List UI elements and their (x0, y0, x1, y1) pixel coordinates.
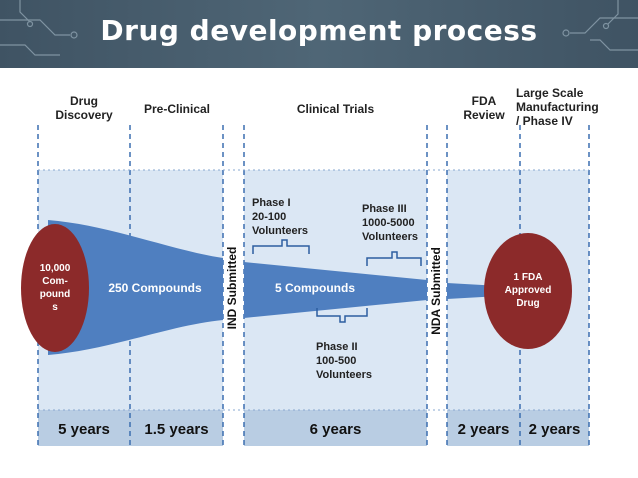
footer-review (447, 410, 589, 446)
phase1-note: Phase I 20-100 Volunteers (252, 197, 309, 237)
duration-clinical: 6 years (309, 421, 362, 438)
phase1-bracket (252, 239, 310, 254)
approved-drug-label: 1 FDA Approved Drug (504, 272, 552, 309)
stage-label-manufacturing: Large Scale Manufacturing / Phase IV (516, 86, 599, 128)
preclinical-compounds-label: 250 Compounds (108, 281, 202, 295)
start-compounds-label: 10,000 Com- pound s (39, 263, 71, 313)
duration-discovery: 5 years (58, 421, 110, 438)
stage-label-review: FDA Review (463, 94, 505, 122)
stage-label-discovery: Drug Discovery (55, 94, 113, 122)
footer-clinical (244, 410, 427, 446)
clinical-compounds-label: 5 Compounds (275, 281, 355, 295)
funnel-middle (244, 262, 427, 318)
funnel-left (48, 220, 223, 355)
circuit-decoration (0, 0, 638, 56)
start-oval (21, 224, 89, 352)
phase3-note: Phase III 1000-5000 Volunteers (362, 203, 419, 243)
phase2-note: Phase II 100-500 Volunteers (316, 341, 373, 381)
stage-label-clinical: Clinical Trials (296, 102, 375, 116)
duration-manufacturing: 2 years (528, 421, 581, 438)
phase3-bracket (366, 251, 422, 266)
duration-review: 2 years (457, 421, 510, 438)
stage-label-preclinical: Pre-Clinical (143, 102, 211, 116)
duration-preclinical: 1.5 years (144, 421, 209, 438)
title-bar: Drug development process (0, 0, 638, 68)
end-oval (484, 233, 572, 349)
nda-submitted-label: NDA Submitted (429, 247, 443, 335)
page-title: Drug development process (100, 14, 538, 47)
ind-submitted-label: IND Submitted (225, 246, 239, 330)
phase2-bracket (316, 308, 368, 323)
